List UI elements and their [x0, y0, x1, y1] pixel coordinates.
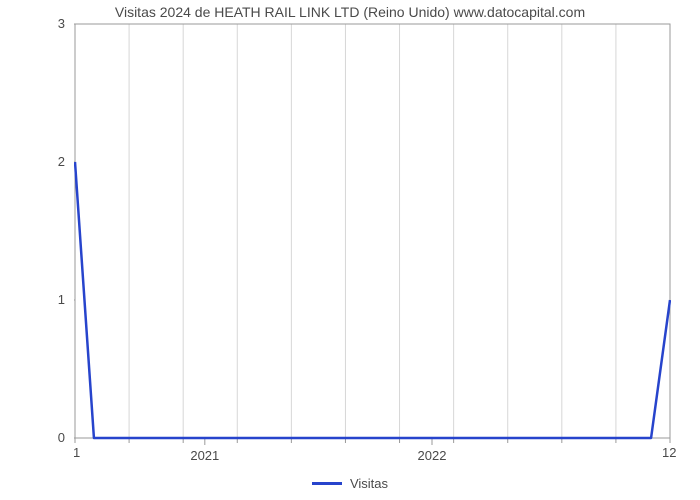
chart-title: Visitas 2024 de HEATH RAIL LINK LTD (Rei…	[0, 4, 700, 20]
y-tick-label: 3	[35, 16, 65, 31]
chart-container: Visitas 2024 de HEATH RAIL LINK LTD (Rei…	[0, 0, 700, 500]
y-tick-label: 2	[35, 154, 65, 169]
chart-legend: Visitas	[0, 476, 700, 491]
x-start-label: 1	[73, 445, 80, 460]
x-end-label: 12	[662, 445, 676, 460]
x-tick-label: 2022	[418, 448, 447, 463]
x-tick-label: 2021	[190, 448, 219, 463]
legend-swatch	[312, 482, 342, 485]
legend-label: Visitas	[350, 476, 388, 491]
chart-plot	[74, 23, 671, 457]
y-tick-label: 0	[35, 430, 65, 445]
y-tick-label: 1	[35, 292, 65, 307]
